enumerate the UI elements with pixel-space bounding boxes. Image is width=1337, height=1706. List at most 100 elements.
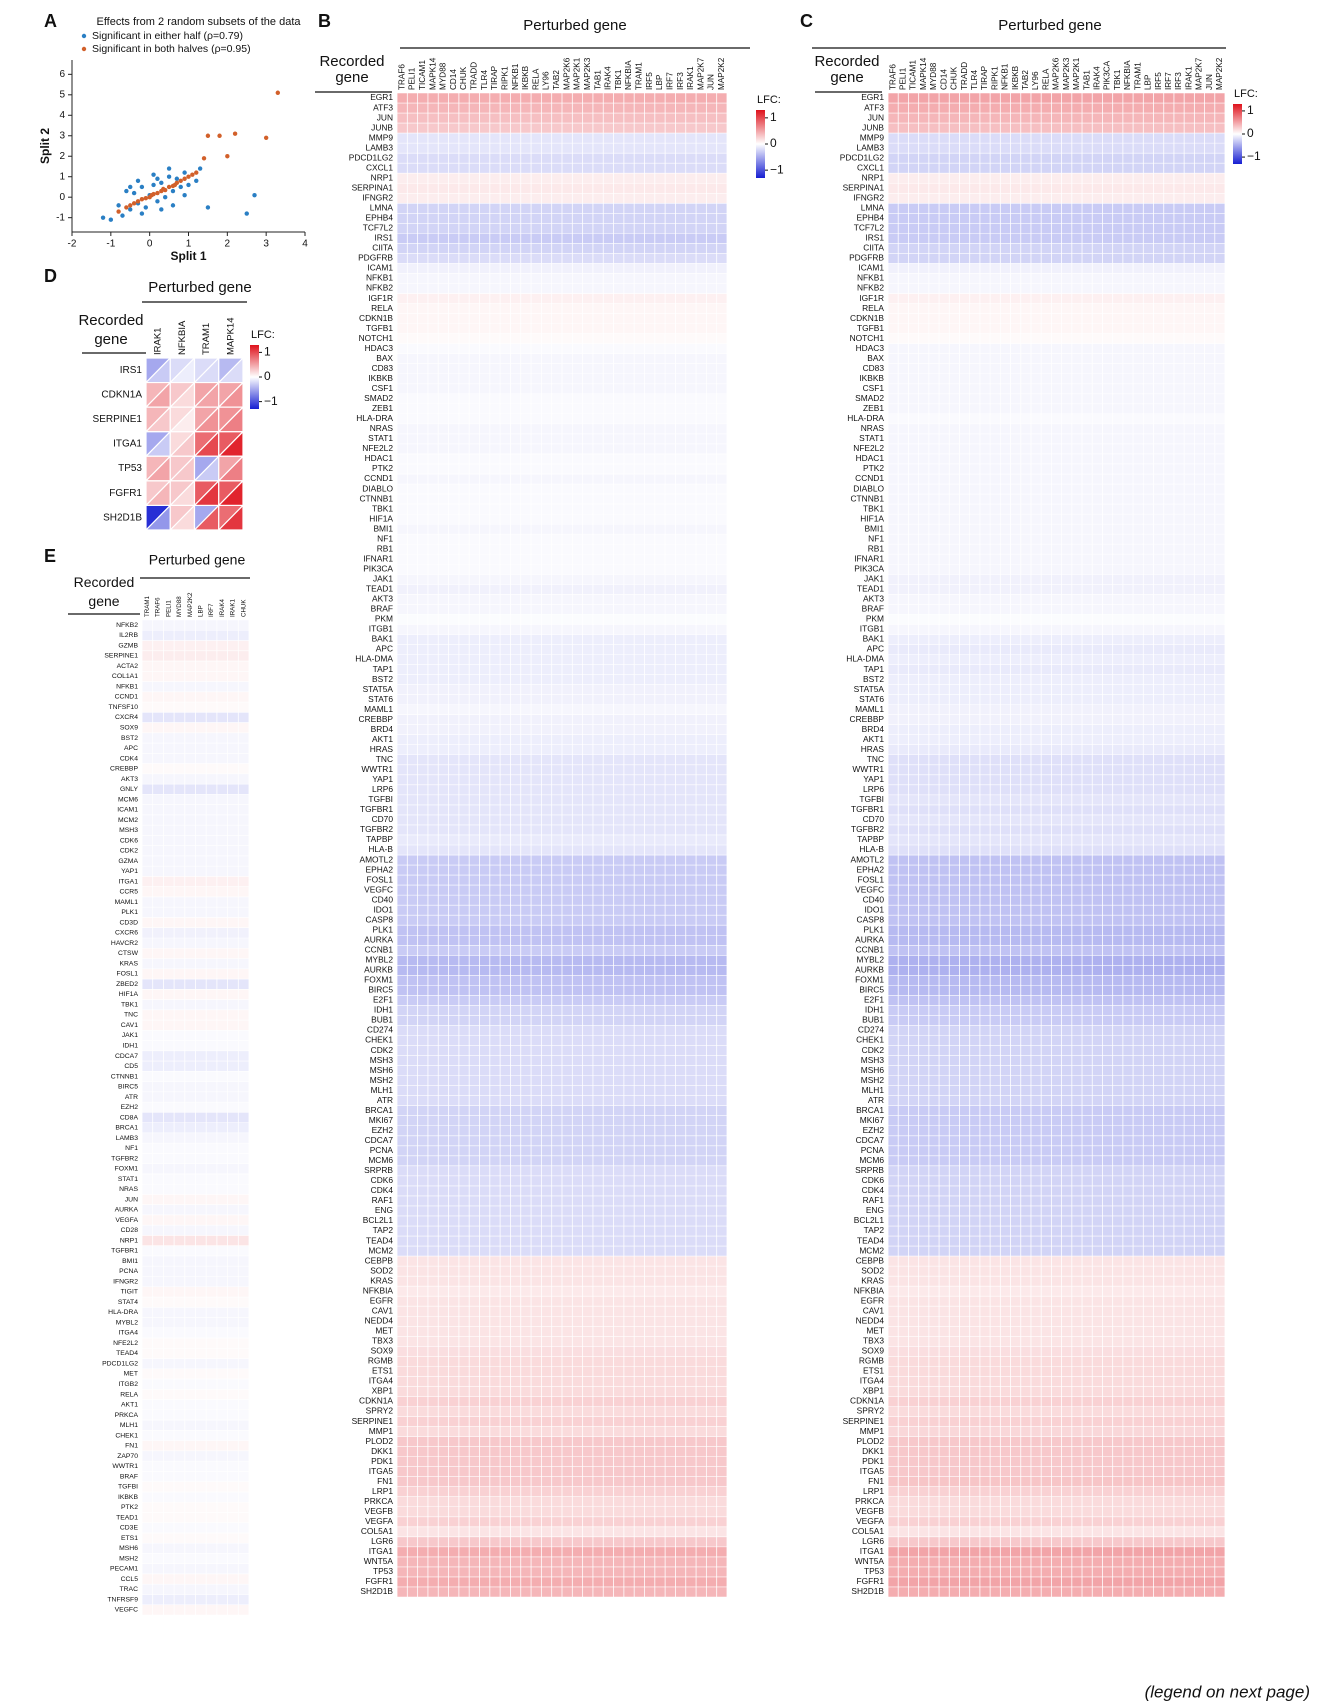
row-label: MCM2 [859, 1245, 884, 1255]
row-title: Recorded gene [74, 574, 135, 609]
column-label: TAB1 [1082, 70, 1091, 90]
y-tick-label: 2 [59, 151, 65, 162]
row-cells [888, 1566, 1225, 1577]
row-cells [888, 323, 1225, 334]
chart-title: Effects from 2 random subsets of the dat… [96, 16, 301, 28]
column-label: LBP [655, 74, 664, 90]
row-cells [888, 453, 1225, 464]
column-label: IRF3 [1174, 72, 1183, 90]
row-label: CSF1 [372, 383, 394, 393]
row-label: ITGA5 [369, 1466, 394, 1476]
row-cells [888, 1195, 1225, 1206]
row-label: HAVCR2 [111, 940, 138, 947]
colorbar-tick-label: −1 [264, 394, 278, 408]
column-label: IRF7 [1164, 72, 1173, 90]
column-label: TRADD [960, 62, 969, 90]
row-cells [888, 1396, 1225, 1407]
row-cells [888, 143, 1225, 154]
row-label: STAT5A [854, 684, 885, 694]
point [143, 196, 148, 201]
y-tick-label: 6 [59, 69, 65, 80]
row-label: ITGA1 [860, 1546, 885, 1556]
column-label: TRAM1 [144, 595, 151, 617]
row-label: SMAD2 [364, 393, 393, 403]
column-label: TRAM1 [1133, 62, 1142, 90]
row-label: ZBED2 [116, 981, 138, 988]
row-label: ICAM1 [858, 263, 884, 273]
point [155, 199, 160, 204]
point [178, 178, 183, 184]
column-label: MYD88 [929, 62, 938, 90]
row-label: BST2 [863, 674, 884, 684]
column-label: TIRAP [490, 65, 499, 90]
row-label: APC [376, 644, 393, 654]
row-label: MSH3 [861, 1055, 885, 1065]
point [139, 197, 145, 202]
row-label: CD5 [124, 1063, 138, 1070]
column-label: RELA [1041, 68, 1050, 90]
row-label: BUB1 [862, 1015, 884, 1025]
point [186, 174, 191, 179]
row-label: CXCR6 [115, 930, 138, 937]
row-label: CHEK1 [856, 1035, 884, 1045]
row-label: ITGA4 [369, 1376, 394, 1386]
row-label: SOX9 [120, 725, 138, 732]
row-cells [888, 1426, 1225, 1437]
row-cells [888, 263, 1225, 274]
row-label: BRAF [371, 604, 393, 614]
row-cells [888, 363, 1225, 374]
row-label: CDK2 [371, 1045, 394, 1055]
row-label: ETS1 [863, 1366, 884, 1376]
row-label: WWTR1 [852, 764, 884, 774]
column-label: LBP [1144, 74, 1153, 90]
row-cells [888, 1576, 1225, 1587]
row-label: IGF1R [859, 293, 884, 303]
row-label: STAT4 [118, 1299, 138, 1306]
column-label: TRAF6 [155, 597, 162, 617]
row-label: NFKB2 [366, 283, 393, 293]
legend-label: Significant in both halves (ρ=0.95) [92, 43, 251, 55]
row-label: EGR1 [370, 92, 393, 102]
row-cells [888, 413, 1225, 424]
row-label: MYBL2 [857, 955, 885, 965]
row-cells [888, 794, 1225, 805]
row-label: CDK6 [862, 1175, 885, 1185]
row-label: IRS1 [374, 233, 393, 243]
point [205, 133, 211, 138]
row-label: BRD4 [371, 724, 394, 734]
row-cells [888, 113, 1225, 124]
row-label: BST2 [121, 735, 138, 742]
row-label: PLK1 [121, 909, 138, 916]
row-label: AURKB [364, 965, 393, 975]
row-label: TGFBR1 [111, 1248, 138, 1255]
row-label: NFKB2 [857, 283, 884, 293]
row-cells [888, 875, 1225, 886]
row-label: BRCA1 [115, 1125, 138, 1132]
row-label: IDO1 [373, 904, 393, 914]
column-label: IRAK1 [686, 66, 695, 90]
row-label: HRAS [861, 744, 885, 754]
row-label: ITGB2 [118, 1381, 138, 1388]
row-label: LRP6 [372, 784, 393, 794]
row-title: Recorded gene [814, 53, 879, 86]
row-label: FOXM1 [364, 975, 393, 985]
row-label: KRAS [370, 1275, 393, 1285]
row-label: TNFRSF9 [107, 1596, 138, 1603]
row-label: MCM6 [859, 1155, 884, 1165]
row-label: TAPBP [366, 834, 393, 844]
row-label: SH2D1B [103, 512, 142, 523]
row-label: BRAF [862, 604, 884, 614]
column-label: MYD88 [176, 596, 183, 617]
row-label: PTK2 [372, 463, 393, 473]
row-label: MYBL2 [366, 955, 394, 965]
column-label: RELA [531, 68, 540, 90]
row-cells [888, 1125, 1225, 1136]
row-label: CD83 [372, 363, 394, 373]
row-label: GZMA [118, 858, 138, 865]
row-label: RELA [120, 1391, 138, 1398]
row-cells [888, 1105, 1225, 1116]
row-label: PRKCA [364, 1496, 393, 1506]
row-label: STAT6 [368, 694, 393, 704]
row-cells [888, 494, 1225, 505]
row-label: SOX9 [862, 1346, 885, 1356]
